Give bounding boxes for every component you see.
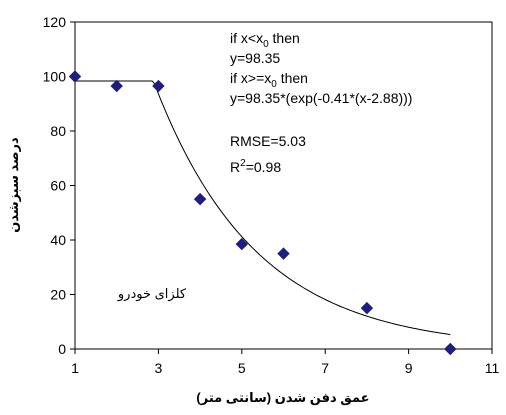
data-point	[277, 247, 290, 260]
equation-line-1: if x<x0 then	[230, 30, 300, 50]
data-point	[235, 237, 249, 251]
x-tick-label: 11	[485, 360, 500, 376]
rmse-label: RMSE=5.03	[230, 133, 306, 149]
y-tick-label: 20	[50, 287, 66, 303]
data-point	[68, 70, 82, 83]
fitted-curve	[75, 80, 451, 336]
y-tick-label: 100	[43, 69, 67, 85]
y-axis-title: درصد سبزشدن	[6, 137, 21, 233]
x-tick-label: 1	[71, 360, 79, 376]
data-points	[68, 70, 457, 356]
x-axis-title: عمق دفن شدن (سانتی متر)	[196, 390, 369, 405]
y-tick-label: 60	[50, 178, 66, 194]
data-point	[360, 301, 374, 315]
r-squared-label: R2=0.98	[230, 158, 281, 175]
x-tick-label: 9	[405, 360, 413, 376]
data-point	[110, 79, 123, 93]
y-tick-label: 80	[50, 123, 66, 139]
equation-line-2: y=98.35	[230, 50, 280, 66]
y-tick-label: 0	[58, 341, 66, 357]
y-axis-ticks: 0 20 40 60 80 100 120	[43, 14, 75, 357]
x-axis-ticks: 1 3 5 7 9 11	[71, 349, 499, 376]
equation-line-4: y=98.35*(exp(-0.41*(x-2.88)))	[230, 90, 412, 106]
data-point	[193, 192, 207, 206]
x-tick-label: 7	[321, 360, 329, 376]
data-point	[444, 342, 457, 356]
equation-line-3: if x>=x0 then	[230, 70, 308, 90]
x-tick-label: 3	[155, 360, 163, 376]
data-point	[152, 79, 165, 93]
y-tick-label: 40	[50, 232, 66, 248]
species-label: کلزای خودرو	[117, 286, 187, 302]
y-tick-label: 120	[43, 14, 67, 30]
x-tick-label: 5	[238, 360, 246, 376]
